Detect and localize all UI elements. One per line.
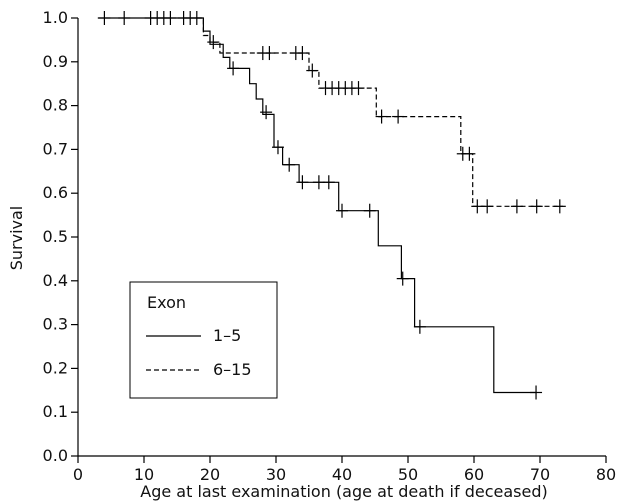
legend: Exon 1–5 6–15 [129,281,278,399]
censored-mark [296,46,309,61]
y-tick-label: 0.2 [43,358,68,377]
censored-mark [263,46,276,61]
y-tick-label: 1.0 [43,8,68,27]
x-tick-label: 50 [398,465,418,484]
y-tick-label: 0.4 [43,271,68,290]
censored-mark [336,203,348,218]
censored-mark [283,157,296,172]
x-tick-label: 60 [464,465,484,484]
censored-mark [363,203,376,218]
y-tick-label: 0.3 [43,315,68,334]
censored-mark [352,81,365,96]
censored-mark [296,175,309,190]
censored-mark [530,199,543,214]
x-tick-label: 0 [73,465,83,484]
x-tick-label: 40 [332,465,352,484]
y-tick-label: 0.5 [43,227,68,246]
x-tick-label: 70 [530,465,550,484]
censored-mark [392,109,405,124]
censored-mark [260,105,273,120]
series-layer [97,11,566,400]
y-axis-ticks: 0.0 0.1 0.2 0.3 0.4 0.5 0.6 0.7 0.8 0.9 1.0 [43,8,78,465]
censored-mark [118,11,131,25]
y-axis-label: Survival [7,206,26,271]
y-tick-label: 0.0 [43,446,68,465]
y-tick-label: 0.1 [43,402,68,421]
legend-label-1-5: 1–5 [213,326,241,345]
legend-label-6-15: 6–15 [213,360,252,379]
censored-mark [271,140,284,155]
series-line-exon-1-5 [97,17,537,394]
legend-title: Exon [147,293,186,312]
series-line-exon-6-15 [196,17,564,207]
y-tick-label: 0.7 [43,139,68,158]
censored-mark [553,199,566,214]
censored-mark [375,109,388,124]
censored-mark [530,385,543,400]
censored-mark [227,61,240,76]
censored-mark [413,319,426,334]
censored-mark [306,63,319,78]
censored-mark [322,175,335,190]
x-tick-label: 80 [596,465,616,484]
x-axis-label: Age at last examination (age at death if… [140,482,547,501]
censored-mark [481,199,494,214]
y-tick-label: 0.9 [43,52,68,71]
x-tick-label: 30 [266,465,286,484]
y-tick-label: 0.8 [43,96,68,115]
y-tick-label: 0.6 [43,183,68,202]
censored-mark [98,11,111,25]
x-axis-ticks: 0 10 20 30 40 50 60 70 80 [73,456,616,484]
censored-mark [164,11,177,25]
censored-mark [396,271,409,286]
x-tick-label: 20 [200,465,220,484]
legend-box [129,281,278,399]
censored-mark [510,199,523,214]
censored-mark [463,146,476,161]
x-tick-label: 10 [134,465,154,484]
